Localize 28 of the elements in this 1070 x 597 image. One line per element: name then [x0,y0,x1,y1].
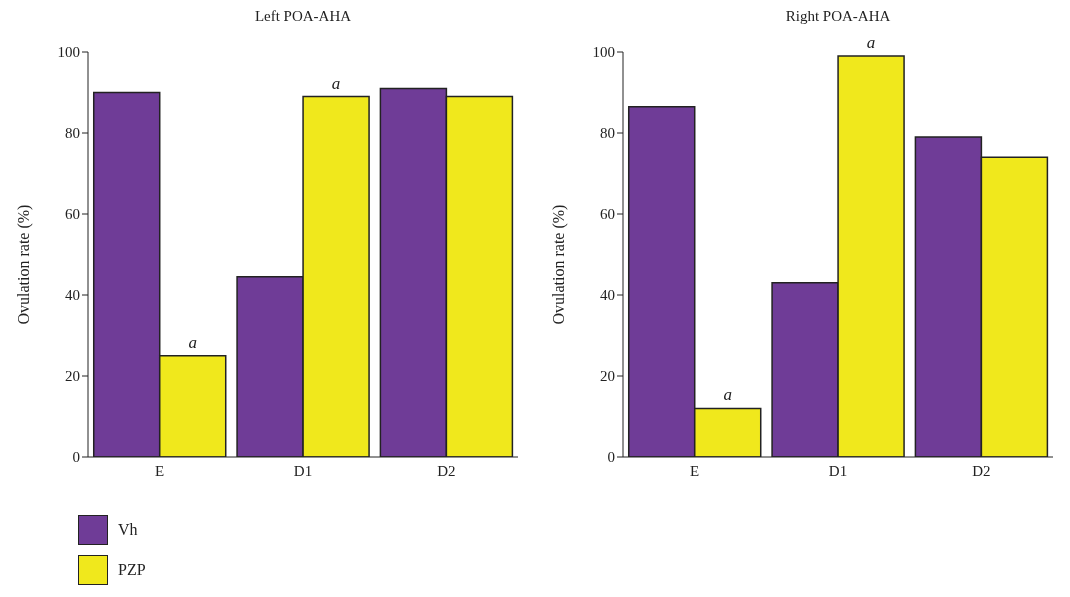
annotation: a [866,33,876,53]
annotation: a [331,73,341,93]
y-axis-title: Ovulation rate (%) [14,204,33,325]
y-tick-label: 0 [607,449,615,466]
y-tick-label: 0 [72,449,80,466]
y-tick-label: 80 [600,125,615,142]
x-tick-label: D1 [828,462,848,479]
y-tick-label: 60 [65,206,80,223]
y-tick-label: 100 [592,44,615,61]
y-tick-label: 80 [65,125,80,142]
y-axis-title: Ovulation rate (%) [549,204,568,325]
x-tick-label: E [690,462,700,479]
chart-title: Left POA-AHA [253,8,353,26]
x-tick-label: D1 [293,462,313,479]
y-tick-label: 40 [65,287,80,304]
annotation: a [188,332,197,352]
x-tick-label: D2 [437,462,456,479]
annotation: a [723,385,732,405]
y-tick-label: 40 [600,287,615,304]
y-tick-label: 20 [65,368,80,385]
x-tick-label: E [155,462,165,479]
y-tick-label: 20 [600,368,615,385]
legend-label: PZP [118,561,146,579]
y-tick-label: 100 [57,44,80,61]
legend-label: Vh [118,521,138,539]
x-tick-label: D2 [972,462,991,479]
y-tick-label: 60 [600,206,615,223]
chart-title: Right POA-AHA [784,8,892,26]
